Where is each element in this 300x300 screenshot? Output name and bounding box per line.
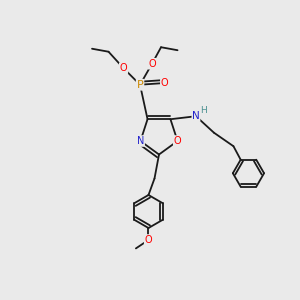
Text: P: P (137, 80, 143, 90)
Text: N: N (192, 111, 200, 121)
Text: H: H (200, 106, 207, 115)
Text: O: O (161, 78, 169, 88)
Text: O: O (145, 235, 152, 245)
Text: O: O (120, 63, 128, 73)
Text: O: O (148, 59, 156, 69)
Text: O: O (174, 136, 182, 146)
Text: N: N (137, 136, 144, 146)
